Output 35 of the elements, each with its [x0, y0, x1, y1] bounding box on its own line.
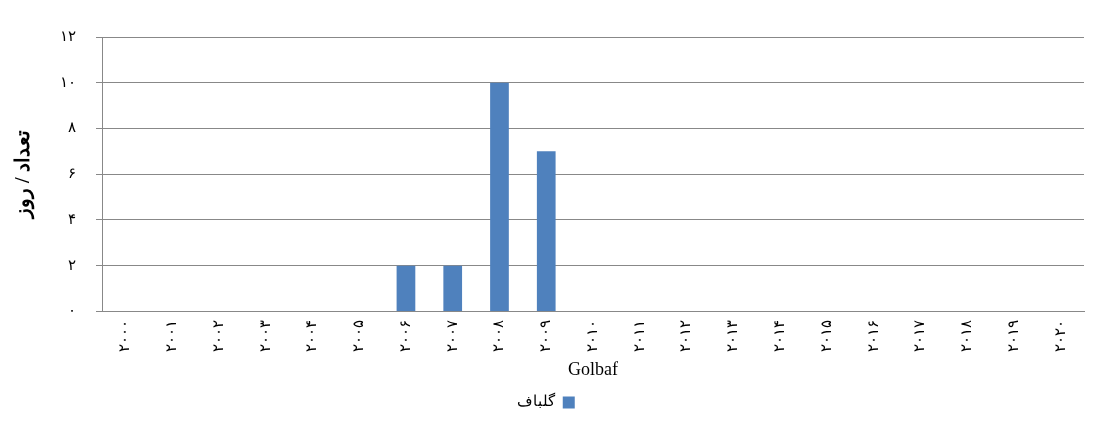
x-tick-label: ۲۰۲۰	[1051, 320, 1068, 353]
x-tick-label: ۲۰۱۶	[864, 320, 881, 353]
x-tick-label: ۲۰۰۸	[490, 320, 507, 353]
y-tick-label: ۱۲	[60, 27, 76, 44]
x-tick-label: ۲۰۱۳	[724, 320, 741, 353]
bar	[536, 151, 556, 311]
y-tick-label: ۶	[68, 165, 76, 182]
y-tick-label: ۰	[68, 302, 76, 319]
x-tick-label: ۲۰۱۰	[583, 320, 600, 353]
bar	[443, 265, 463, 311]
y-axis-title: تعداد / روز	[11, 130, 36, 220]
y-tick-label: ۸	[68, 119, 76, 136]
x-tick-label: ۲۰۰۹	[537, 320, 554, 353]
x-tick-label: ۲۰۰۱	[163, 320, 180, 353]
x-tick-label: ۲۰۱۷	[911, 320, 928, 353]
x-tick-label: ۲۰۰۲	[209, 320, 226, 353]
x-axis-title: Golbaf	[568, 358, 618, 379]
x-tick-label: ۲۰۱۸	[958, 320, 975, 353]
x-tick-label: ۲۰۱۲	[677, 320, 694, 353]
bar	[396, 265, 416, 311]
x-tick-label: ۲۰۰۵	[350, 320, 367, 353]
x-tick-label: ۲۰۰۰	[116, 320, 133, 353]
x-tick-label: ۲۰۱۱	[630, 320, 647, 353]
x-tick-label: ۲۰۰۳	[256, 320, 273, 353]
x-tick-label: ۲۰۱۹	[1004, 320, 1021, 353]
y-tick-label: ۲	[68, 256, 76, 273]
bar	[490, 82, 509, 311]
x-tick-label: ۲۰۰۴	[303, 320, 320, 353]
x-tick-label: ۲۰۰۷	[443, 320, 460, 353]
y-tick-label: ۴	[68, 210, 76, 227]
y-tick-label: ۱۰	[60, 73, 76, 90]
x-tick-label: ۲۰۱۴	[770, 320, 787, 353]
x-tick-label: ۲۰۰۶	[396, 320, 413, 353]
x-tick-label: ۲۰۱۵	[817, 320, 834, 353]
legend-label: گلباف	[517, 392, 557, 410]
